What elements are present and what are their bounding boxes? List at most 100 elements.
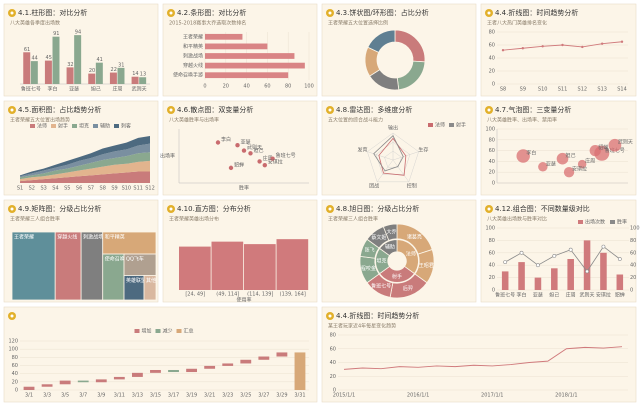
point-label: 武则天 [247,144,262,151]
point-label: 亚瑟 [241,140,251,146]
y-tick-label: 0 [15,388,18,394]
x-tick-label: 3/3 [43,393,51,399]
panel-title: 4.5.面积图：占比趋势分析 [18,105,101,114]
bar [139,77,147,84]
x-tick-label: 60 [264,84,270,90]
x-tick-label: (114, 139] [247,292,273,298]
axis-label: 发育 [358,147,368,154]
point [561,43,564,47]
value-label: 45 [46,55,52,61]
y-tick-label: 80 [489,238,495,244]
y-tick-label: 20 [489,170,495,176]
point-label: 庄周 [263,155,273,162]
cell-label: 穿越火线 [57,234,77,241]
bar [168,369,179,373]
x-tick-label: S7 [88,186,94,192]
panel-title: 4.2.条形图：对比分析 [177,8,246,17]
bar [205,72,289,79]
y-tick-label: 使命召唤手游 [173,72,203,79]
panel-title: 4.7.气泡图：三变量分析 [495,105,571,114]
x-tick-label: 2016/1/1 [407,393,429,399]
x-tick-label: 20 [223,84,229,90]
value-label: 44 [31,56,37,62]
point [600,42,604,45]
x-tick-label: 3/17 [168,393,179,399]
y-tick-label: 80 [630,238,636,244]
x-tick-label: 2017/1/1 [481,393,503,399]
panel-title: 4.4.折线图：时间趋势分析 [495,8,578,17]
axis-label: 生存 [418,147,428,154]
point [585,269,589,274]
panel-icon-dot [328,314,332,318]
value-label: 14 [132,71,138,77]
point [501,49,505,52]
panel-subtitle: 王者荣耀五大位置选择比例 [328,20,388,27]
point [519,250,524,255]
radar-grid [384,150,402,168]
x-tick-label: S8 [100,186,106,192]
bar [150,369,161,373]
bar [52,36,60,84]
x-tick-label: 3/13 [132,393,143,399]
panel-subtitle: 八大英雄胜率、出场率、禁用率 [487,117,557,124]
segment-label: 蔡文姬 [371,234,386,241]
panel-title: 4.9.矩阵图：分级占比分析 [18,204,101,213]
radar-axis [392,159,410,182]
y-tick-label: 和平精英 [183,43,203,50]
panel-subtitle: 王者八大热门英雄排名变化 [487,20,547,27]
ring-segment [382,223,398,241]
legend-swatch [114,124,119,128]
legend-label: 出场次数 [585,219,605,226]
treemap-cell [80,231,104,301]
panel [3,306,318,403]
panel-subtitle: 八大英雄胜率与出场率 [169,117,219,124]
x-axis-label: 胜率 [239,185,249,192]
legend-label: 坦克 [79,123,89,130]
x-tick-label: S2 [29,186,35,192]
panel [162,3,318,97]
point [617,257,622,261]
area [20,135,150,177]
point-label: 貂蝉 [234,161,244,168]
x-tick-label: 3/27 [258,393,269,399]
bar [179,246,211,290]
y-tick-label: 40 [489,56,495,62]
panel-icon-dot [10,108,14,112]
x-tick-label: 武则天 [580,292,595,299]
bar [23,386,35,390]
x-tick-label: S1 [17,186,23,192]
segment-label: 王昭君 [419,263,434,269]
legend-label: 汇总 [184,328,194,335]
x-tick-label: S3 [40,186,46,192]
y-tick-label: 120 [8,339,18,345]
x-tick-label: 3/1 [25,393,33,399]
x-tick-label: S11 [558,87,568,93]
x-tick-label: 3/7 [79,393,87,399]
cell-label: QQ飞车 [126,256,144,263]
x-axis-label: 使用率 [236,297,251,304]
panel-icon-dot [169,108,173,112]
segment-label: 诸葛亮 [407,234,422,241]
treemap-cell [11,231,56,301]
area [20,160,150,182]
y-tick-label: 20 [12,379,18,385]
y-tick-label: 40 [489,263,495,269]
bar [294,352,306,390]
bar [59,380,71,385]
panel-title: 4.4.折线图：时间趋势分析 [336,311,419,320]
x-tick-label: S5 [64,186,70,192]
point [257,159,262,164]
bar [131,76,139,84]
y-tick-label: 40 [330,360,336,366]
x-tick-label: 3/21 [204,393,215,399]
y-tick-label: 0 [630,288,633,294]
point [241,148,247,153]
legend-swatch [578,220,583,224]
panel-icon-dot [328,108,332,112]
panel-subtitle: 八大英雄出场数与胜率对比 [487,216,547,223]
bar [276,239,309,290]
legend-swatch [155,329,161,333]
y-tick-label: 0 [333,388,336,394]
point [228,165,234,171]
